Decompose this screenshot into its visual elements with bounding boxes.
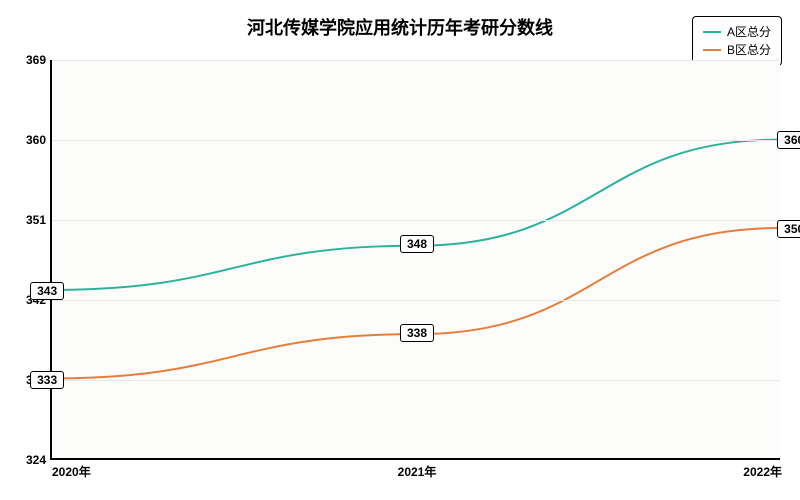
legend-label-a: A区总分: [727, 23, 771, 41]
y-tick-label: 369: [12, 53, 46, 67]
data-point-label: 333: [30, 371, 64, 389]
chart-container: 河北传媒学院应用统计历年考研分数线 A区总分 B区总分 324333342351…: [0, 0, 800, 500]
line-layer: [52, 60, 780, 458]
legend-item-a: A区总分: [703, 23, 771, 41]
gridline: [52, 140, 780, 141]
gridline: [52, 220, 780, 221]
gridline: [52, 300, 780, 301]
data-point-label: 360: [777, 131, 800, 149]
series-line: [52, 140, 780, 290]
gridline: [52, 380, 780, 381]
y-tick-label: 360: [12, 133, 46, 147]
data-point-label: 343: [30, 282, 64, 300]
legend-swatch-b: [703, 49, 721, 51]
y-tick-label: 324: [12, 453, 46, 467]
legend-label-b: B区总分: [727, 41, 771, 59]
legend-item-b: B区总分: [703, 41, 771, 59]
legend: A区总分 B区总分: [692, 16, 782, 66]
y-tick-label: 351: [12, 213, 46, 227]
x-tick-label: 2022年: [743, 463, 782, 480]
plot-area: 3243333423513603692020年2021年2022年3433483…: [50, 60, 780, 460]
legend-swatch-a: [703, 31, 721, 33]
data-point-label: 350: [777, 220, 800, 238]
gridline: [52, 60, 780, 61]
data-point-label: 338: [400, 324, 434, 342]
chart-title: 河北传媒学院应用统计历年考研分数线: [0, 14, 800, 40]
data-point-label: 348: [400, 235, 434, 253]
x-tick-label: 2021年: [398, 463, 437, 480]
x-tick-label: 2020年: [52, 463, 91, 480]
